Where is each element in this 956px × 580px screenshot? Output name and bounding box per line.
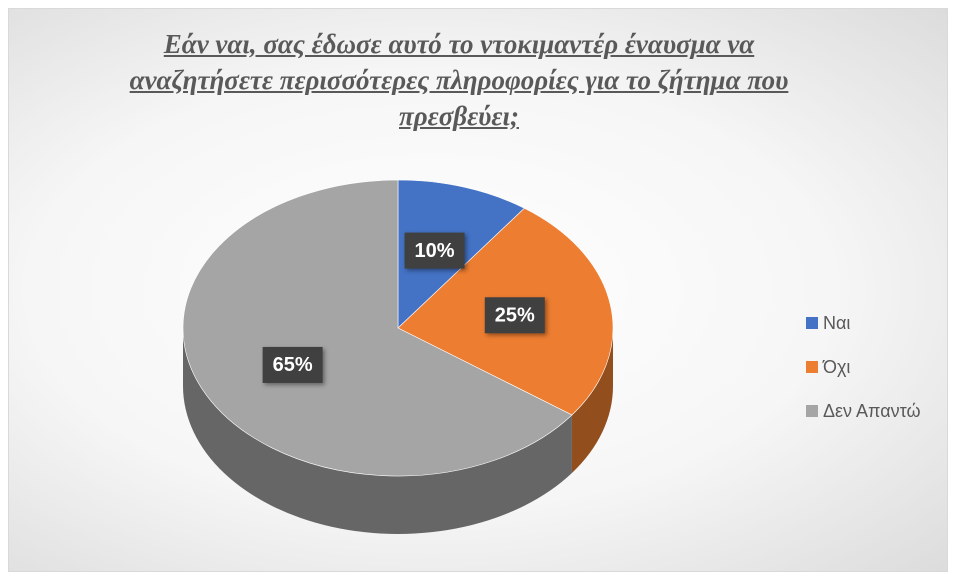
data-label: 10% [415, 240, 455, 262]
legend-swatch [806, 361, 818, 373]
data-label: 65% [273, 354, 313, 376]
data-label: 25% [495, 305, 535, 327]
legend-swatch [806, 317, 818, 329]
legend-label: Δεν Απαντώ [823, 401, 921, 421]
slice-side [183, 328, 572, 535]
data-label-box [404, 232, 465, 269]
data-label-box [484, 297, 545, 334]
data-label-box [262, 346, 323, 383]
slice-side [571, 328, 613, 473]
slice [182, 179, 573, 477]
legend-label: Όχι [822, 357, 850, 377]
legend-swatch [806, 405, 818, 417]
legend-label: Ναι [823, 313, 850, 333]
chart-title: Εάν ναι, σας έδωσε αυτό το ντοκιμαντέρ έ… [129, 29, 789, 131]
